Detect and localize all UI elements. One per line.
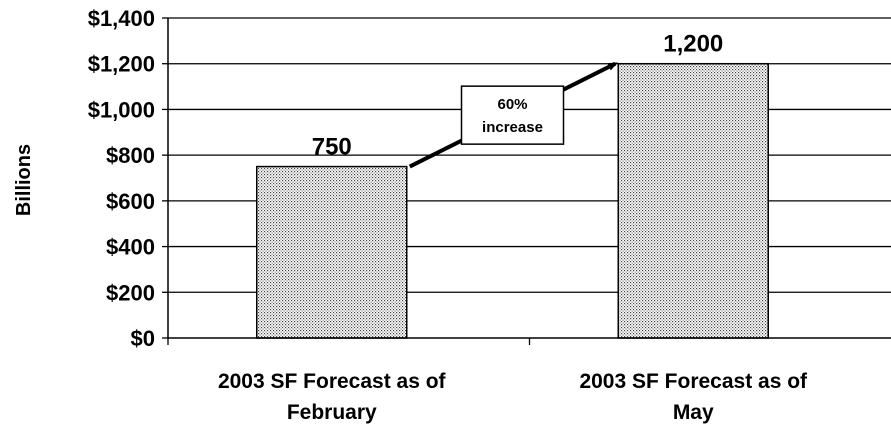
annotation-line-1: 60%: [497, 96, 527, 113]
y-tick-label: $400: [106, 235, 155, 260]
bars: [256, 62, 769, 339]
increase-annotation: 60% increase: [408, 61, 618, 169]
annotation-line-2: increase: [482, 119, 543, 136]
y-tick-label: $1,000: [88, 97, 155, 122]
data-label: 750: [312, 134, 352, 161]
annotation-box: [460, 85, 565, 145]
bar: [256, 165, 408, 339]
y-tick-label: $600: [106, 189, 155, 214]
y-tick-label: $200: [106, 280, 155, 305]
category-label: May: [673, 401, 714, 424]
y-tick-label: $1,200: [88, 52, 155, 77]
y-tick-label: $1,400: [88, 6, 155, 31]
y-axis-ticks: $0 $200 $400 $600 $800 $1,000 $1,200 $1,400: [88, 6, 168, 351]
axes: [167, 18, 891, 345]
category-labels: 2003 SF Forecast as of February 2003 SF Fo…: [218, 370, 808, 424]
category-label: 2003 SF Forecast as of: [218, 370, 447, 393]
y-axis-label: Billions: [13, 144, 35, 216]
category-label: February: [287, 401, 377, 424]
bar: [617, 62, 769, 339]
y-tick-label: $800: [106, 143, 155, 168]
y-tick-label: $0: [131, 326, 155, 351]
data-label: 1,200: [663, 31, 723, 58]
category-label: 2003 SF Forecast as of: [579, 370, 808, 393]
data-labels: 750 1,200: [312, 31, 724, 161]
